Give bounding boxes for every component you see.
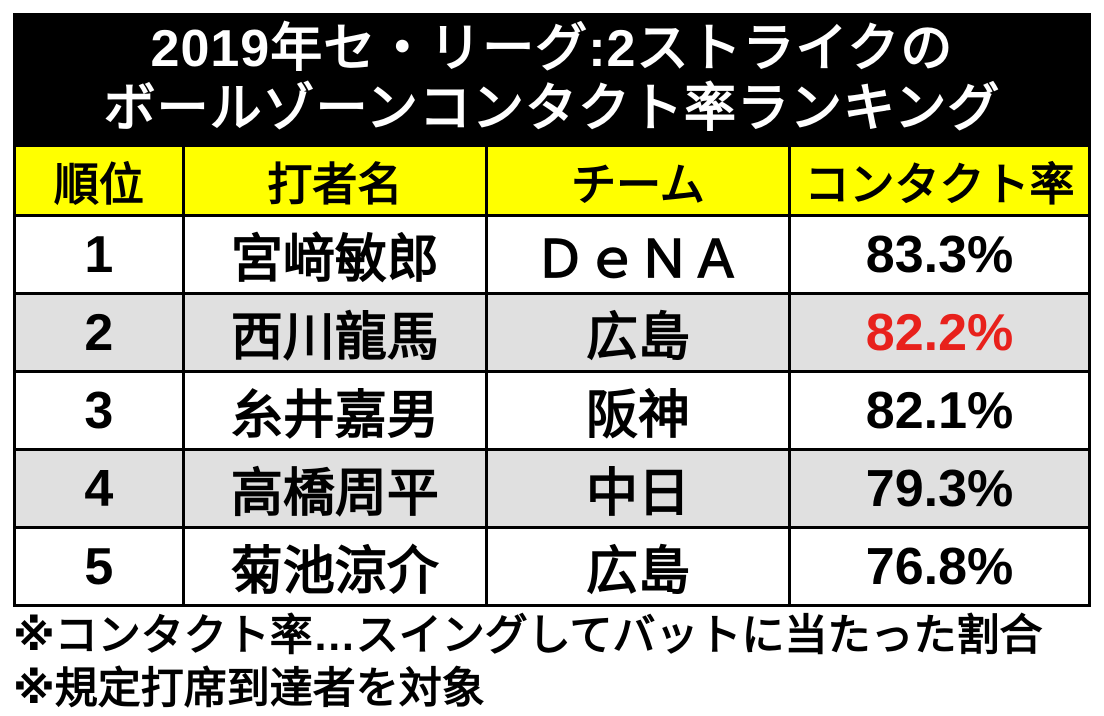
table-row: 2 西川龍馬 広島 82.2% [13, 292, 1091, 373]
rank-cell: 2 [13, 292, 185, 373]
table-row: 3 糸井嘉男 阪神 82.1% [13, 370, 1091, 451]
title-line-1: 2019年セ・リーグ:2ストライクの [150, 19, 954, 78]
rate-cell: 79.3% [788, 448, 1091, 529]
table-row: 5 菊池涼介 広島 76.8% [13, 526, 1091, 607]
rank-cell: 1 [13, 214, 185, 295]
team-cell: 阪神 [484, 370, 792, 451]
footnotes: ※コンタクト率…スイングしてバットに当たった割合 ※規定打席到達者を対象 [13, 610, 1091, 716]
batter-name-cell: 菊池涼介 [181, 526, 488, 607]
header-team: チーム [484, 144, 792, 217]
batter-name-cell: 糸井嘉男 [181, 370, 488, 451]
rate-cell: 76.8% [788, 526, 1091, 607]
rate-cell: 83.3% [788, 214, 1091, 295]
team-cell: 中日 [484, 448, 792, 529]
team-cell: 広島 [484, 526, 792, 607]
rate-cell: 82.1% [788, 370, 1091, 451]
header-batter-name: 打者名 [181, 144, 488, 217]
batter-name-cell: 宮﨑敏郎 [181, 214, 488, 295]
rank-cell: 4 [13, 448, 185, 529]
table-title: 2019年セ・リーグ:2ストライクの ボールゾーンコンタクト率ランキング [13, 13, 1091, 144]
rate-cell-highlighted: 82.2% [788, 292, 1091, 373]
title-line-2: ボールゾーンコンタクト率ランキング [103, 79, 1001, 138]
contact-rate-ranking-table: 順位 打者名 チーム コンタクト率 1 宮﨑敏郎 ＤｅＮＡ 83.3% 2 西川… [13, 144, 1091, 607]
table-row: 1 宮﨑敏郎 ＤｅＮＡ 83.3% [13, 214, 1091, 295]
team-cell: ＤｅＮＡ [484, 214, 792, 295]
footnote-qualified-batters: ※規定打席到達者を対象 [13, 665, 485, 713]
rank-cell: 5 [13, 526, 185, 607]
header-rank: 順位 [13, 144, 185, 217]
table-row: 4 高橋周平 中日 79.3% [13, 448, 1091, 529]
team-cell: 広島 [484, 292, 792, 373]
footnote-contact-rate-definition: ※コンタクト率…スイングしてバットに当たった割合 [13, 612, 1043, 660]
ranking-infographic: 2019年セ・リーグ:2ストライクの ボールゾーンコンタクト率ランキング 順位 … [13, 13, 1091, 716]
header-row: 順位 打者名 チーム コンタクト率 [13, 144, 1091, 217]
batter-name-cell: 高橋周平 [181, 448, 488, 529]
header-contact-rate: コンタクト率 [788, 144, 1091, 217]
batter-name-cell: 西川龍馬 [181, 292, 488, 373]
rank-cell: 3 [13, 370, 185, 451]
